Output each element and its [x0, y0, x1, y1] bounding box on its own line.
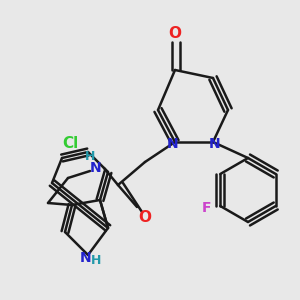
Text: Cl: Cl — [62, 136, 78, 152]
Text: F: F — [202, 201, 211, 215]
Text: O: O — [169, 26, 182, 41]
Text: N: N — [209, 137, 221, 151]
Text: H: H — [91, 254, 101, 268]
Text: H: H — [85, 151, 95, 164]
Text: N: N — [167, 137, 179, 151]
Text: N: N — [90, 161, 102, 175]
Text: N: N — [80, 251, 92, 265]
Text: O: O — [139, 211, 152, 226]
